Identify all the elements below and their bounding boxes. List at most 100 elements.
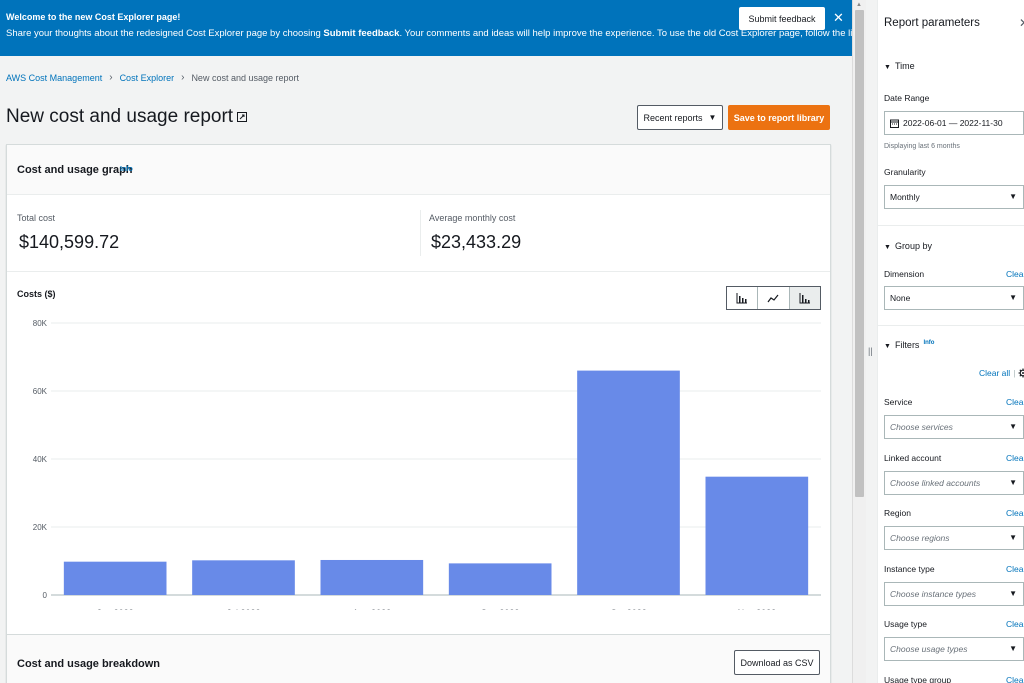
summary-divider	[420, 210, 421, 256]
line-chart-icon[interactable]	[758, 287, 790, 309]
filter-label: Region	[884, 508, 911, 518]
filter-select[interactable]: Choose usage types ▼	[884, 637, 1024, 661]
breadcrumb-cost-explorer[interactable]: Cost Explorer	[119, 72, 175, 83]
filters-section-title: Filters	[894, 340, 920, 350]
save-to-report-library-button[interactable]: Save to report library	[728, 105, 830, 130]
clear-filter-link[interactable]: Clear	[1006, 563, 1024, 574]
edit-icon[interactable]	[237, 112, 248, 122]
submit-feedback-button[interactable]: Submit feedback	[739, 7, 825, 30]
group-by-section-title: Group by	[894, 241, 932, 251]
breakdown-title: Cost and usage breakdown	[17, 658, 161, 670]
average-monthly-cost-value: $23,433.29	[431, 232, 522, 252]
time-section-toggle[interactable]: ▼ Time	[884, 61, 915, 71]
chevron-right-icon: ›	[181, 72, 185, 83]
clear-filter-link[interactable]: Clear	[1006, 508, 1024, 518]
graph-card-header: Cost and usage graph Info	[7, 145, 830, 195]
caret-down-icon: ▼	[884, 64, 891, 71]
page-title-text: New cost and usage report	[6, 106, 234, 127]
breadcrumb-aws-cost-management[interactable]: AWS Cost Management	[6, 72, 103, 83]
bar-jun-2022[interactable]	[63, 561, 167, 595]
group-by-section-toggle[interactable]: ▼ Group by	[884, 241, 932, 251]
stacked-bar-chart-icon[interactable]	[789, 287, 820, 309]
total-cost-label: Total cost	[17, 213, 56, 223]
y-tick-label: 80K	[33, 319, 48, 328]
cost-usage-breakdown-card: Cost and usage breakdown Download as CSV	[6, 634, 831, 683]
x-tick-label: Jun 2022	[97, 608, 134, 610]
clear-filter-link[interactable]: Clear	[1006, 452, 1024, 463]
date-range-value: 2022-06-01 — 2022-11-30	[903, 118, 1003, 128]
filter-label: Service	[884, 397, 913, 407]
breadcrumb-current: New cost and usage report	[191, 72, 299, 83]
caret-down-icon: ▼	[1009, 192, 1017, 201]
y-tick-label: 0	[43, 591, 48, 600]
info-link[interactable]: Info	[120, 166, 133, 173]
recent-reports-label: Recent reports	[643, 112, 703, 123]
filter-select[interactable]: Choose regions ▼	[884, 526, 1024, 550]
scrollbar-thumb[interactable]	[855, 10, 864, 497]
scroll-up-icon[interactable]: ▲	[856, 2, 862, 8]
filters-info-link[interactable]: Info	[923, 340, 935, 346]
caret-down-icon: ▼	[1009, 644, 1017, 653]
filter-placeholder: Choose linked accounts	[890, 477, 981, 488]
time-section-title: Time	[894, 61, 915, 71]
dimension-value: None	[890, 293, 911, 303]
close-icon[interactable]: ✕	[833, 10, 844, 25]
gear-icon[interactable]	[1018, 368, 1024, 378]
summary-divider-bottom	[7, 271, 830, 272]
cost-usage-graph-card: Cost and usage graph Info Total cost $14…	[6, 144, 831, 683]
filter-label: Linked account	[884, 452, 942, 463]
filters-section-toggle[interactable]: ▼ Filters Info	[884, 340, 934, 350]
chevron-right-icon: ›	[109, 72, 113, 83]
bar-chart-icon[interactable]	[727, 287, 759, 309]
clear-filter-link[interactable]: Clear	[1006, 397, 1024, 407]
clear-filter-link[interactable]: Clear	[1006, 619, 1024, 629]
recent-reports-button[interactable]: Recent reports ▼	[637, 105, 723, 130]
panel-resize-handle[interactable]: ||	[868, 346, 873, 356]
download-csv-button[interactable]: Download as CSV	[734, 650, 820, 675]
filter-label: Usage type	[884, 619, 927, 629]
bar-aug-2022[interactable]	[320, 559, 424, 595]
x-tick-label: Nov 2022	[738, 608, 777, 610]
total-cost-value: $140,599.72	[19, 232, 120, 252]
clear-all-filters[interactable]: Clear all |	[979, 368, 1024, 378]
y-tick-label: 20K	[33, 523, 48, 532]
filter-select[interactable]: Choose services ▼	[884, 415, 1024, 439]
panel-title: Report parameters	[884, 17, 980, 29]
banner-message-mid: . Your comments and ideas will help impr…	[399, 28, 852, 39]
panel-divider	[878, 325, 1024, 326]
clear-filter-link[interactable]: Clear	[1006, 674, 1024, 683]
chart-type-toggle	[726, 286, 821, 310]
caret-down-icon: ▼	[1009, 477, 1017, 487]
filter-select[interactable]: Choose linked accounts ▼	[884, 470, 1024, 495]
y-tick-label: 60K	[33, 387, 48, 396]
caret-down-icon: ▼	[708, 113, 717, 122]
bar-sep-2022[interactable]	[448, 563, 552, 595]
breadcrumb: AWS Cost Management › Cost Explorer › Ne…	[6, 72, 299, 83]
caret-down-icon: ▼	[1009, 293, 1017, 302]
x-tick-label: Jul 2022	[226, 608, 260, 610]
main-scrollbar[interactable]: ▲	[852, 0, 866, 683]
granularity-value: Monthly	[890, 192, 920, 202]
banner-message: Share your thoughts about the redesigned…	[6, 28, 852, 39]
dimension-select[interactable]: None ▼	[884, 286, 1024, 310]
welcome-banner: Welcome to the new Cost Explorer page! S…	[0, 0, 852, 56]
x-tick-label: Aug 2022	[353, 608, 392, 610]
x-tick-label: Oct 2022	[610, 608, 647, 610]
clear-dimension-link[interactable]: Clear	[1006, 269, 1024, 279]
main-content: Welcome to the new Cost Explorer page! S…	[0, 0, 852, 683]
caret-down-icon: ▼	[884, 343, 891, 350]
date-range-label: Date Range	[884, 93, 930, 103]
clear-all-label: Clear all	[979, 368, 1011, 378]
close-icon[interactable]: ✕	[1019, 16, 1024, 30]
dimension-label: Dimension	[884, 269, 925, 279]
separator: |	[1013, 368, 1016, 378]
granularity-select[interactable]: Monthly ▼	[884, 185, 1024, 209]
graph-card-title: Cost and usage graph	[17, 164, 133, 176]
bar-oct-2022[interactable]	[577, 370, 680, 595]
bar-jul-2022[interactable]	[192, 560, 295, 595]
bar-nov-2022[interactable]	[705, 476, 809, 595]
banner-title: Welcome to the new Cost Explorer page!	[6, 12, 181, 22]
y-tick-label: 40K	[33, 455, 48, 464]
date-range-picker[interactable]: 2022-06-01 — 2022-11-30	[884, 111, 1024, 135]
filter-select[interactable]: Choose instance types ▼	[884, 581, 1024, 606]
